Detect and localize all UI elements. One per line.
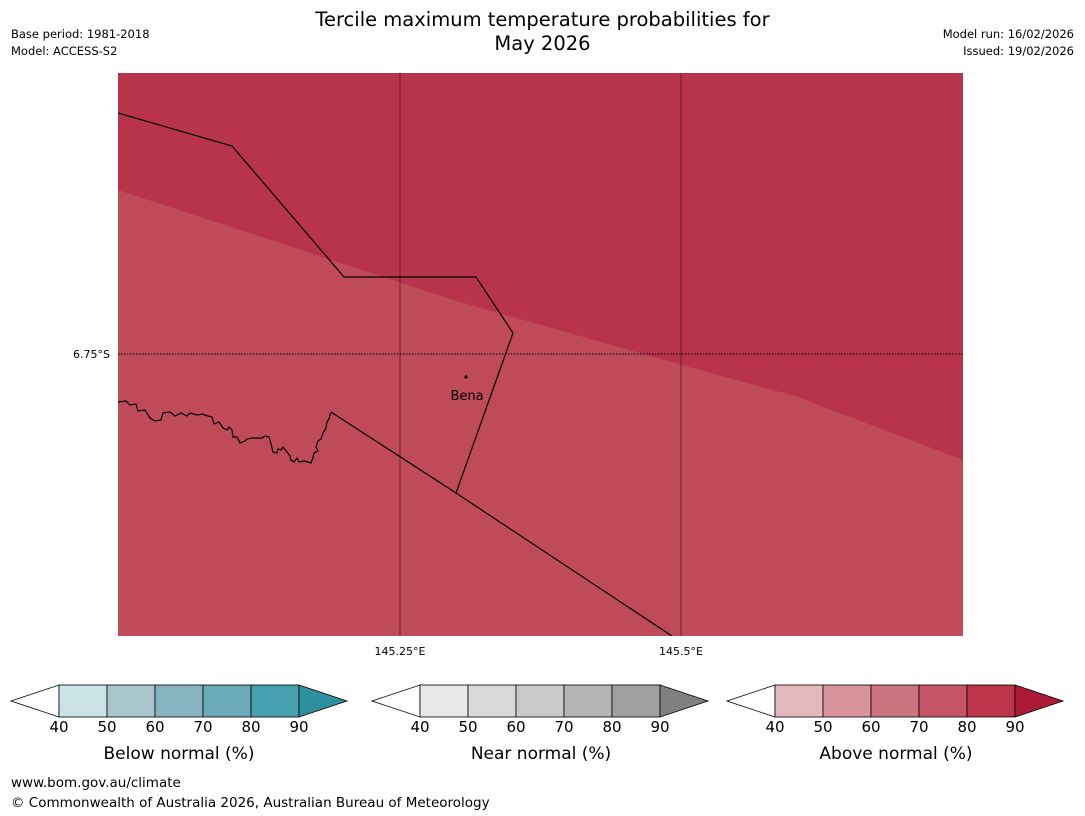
cb-tick: 90 (289, 718, 309, 736)
colorbar-segment (58, 684, 108, 718)
base-period: Base period: 1981-2018 (11, 27, 150, 41)
colorbar-segment (611, 684, 661, 718)
lat-label: 6.75°S (73, 348, 110, 361)
model-name: Model: ACCESS-S2 (11, 44, 118, 58)
colorbar-segment (106, 684, 156, 718)
cb-tick: 60 (506, 718, 526, 736)
river-border (118, 400, 332, 464)
colorbar-segment (822, 684, 872, 718)
lon-label-145-5: 145.5°E (659, 645, 703, 658)
cb-tick: 40 (49, 718, 69, 736)
place-label-bena: Bena (450, 389, 483, 404)
cb-tick: 70 (909, 718, 929, 736)
meta-right: Model run: 16/02/2026 Issued: 19/02/2026 (943, 26, 1074, 60)
colorbar-over-triangle (659, 684, 710, 718)
cb-tick: 50 (97, 718, 117, 736)
colorbar-segment (419, 684, 469, 718)
colorbar-below-normal-scale (10, 684, 349, 718)
colorbar-segment (250, 684, 300, 718)
footer-copyright: © Commonwealth of Australia 2026, Austra… (11, 795, 490, 811)
colorbar-segment (202, 684, 252, 718)
cb-tick: 70 (554, 718, 574, 736)
colorbar-below-normal-label: Below normal (%) (103, 744, 255, 764)
title-line-1: Tercile maximum temperature probabilitie… (315, 8, 770, 31)
colorbar-above-normal-label: Above normal (%) (819, 744, 973, 764)
cb-tick: 70 (193, 718, 213, 736)
colorbar-above-normal-scale (726, 684, 1065, 718)
chart-title: Tercile maximum temperature probabilitie… (0, 8, 1085, 56)
colorbar-segment (154, 684, 204, 718)
colorbar-over-triangle (298, 684, 349, 718)
cb-tick: 80 (241, 718, 261, 736)
cb-tick: 60 (861, 718, 881, 736)
cb-tick: 90 (650, 718, 670, 736)
colorbar-under-triangle (726, 684, 776, 718)
cb-tick: 50 (813, 718, 833, 736)
colorbar-segment (774, 684, 824, 718)
meta-left: Base period: 1981-2018 Model: ACCESS-S2 (11, 26, 150, 60)
cb-tick: 40 (410, 718, 430, 736)
title-line-2: May 2026 (494, 32, 591, 55)
footer-url: www.bom.gov.au/climate (11, 775, 181, 791)
model-run: Model run: 16/02/2026 (942, 27, 1074, 41)
colorbar-under-triangle (10, 684, 60, 718)
colorbar-near-normal-label: Near normal (%) (470, 744, 612, 764)
colorbar-near-normal-scale (371, 684, 710, 718)
colorbar-segment (467, 684, 517, 718)
colorbar-under-triangle (371, 684, 421, 718)
province-border-south (330, 411, 457, 494)
cb-tick: 40 (765, 718, 785, 736)
colorbar-segment (966, 684, 1016, 718)
issued-date: Issued: 19/02/2026 (963, 44, 1074, 58)
colorbar-segment (563, 684, 613, 718)
cb-tick: 50 (458, 718, 478, 736)
colorbar-segment (870, 684, 920, 718)
colorbar-segment (515, 684, 565, 718)
cb-tick: 60 (145, 718, 165, 736)
cb-tick: 80 (957, 718, 977, 736)
colorbar-over-triangle (1014, 684, 1065, 718)
probability-region-80-90 (118, 73, 963, 460)
colorbar-segment (918, 684, 968, 718)
bena-marker (464, 375, 468, 379)
cb-tick: 90 (1005, 718, 1025, 736)
cb-tick: 80 (602, 718, 622, 736)
lon-label-145-25: 145.25°E (375, 645, 426, 658)
map-panel: Bena 6.75°S 145.25°E 145.5°E (73, 73, 963, 658)
